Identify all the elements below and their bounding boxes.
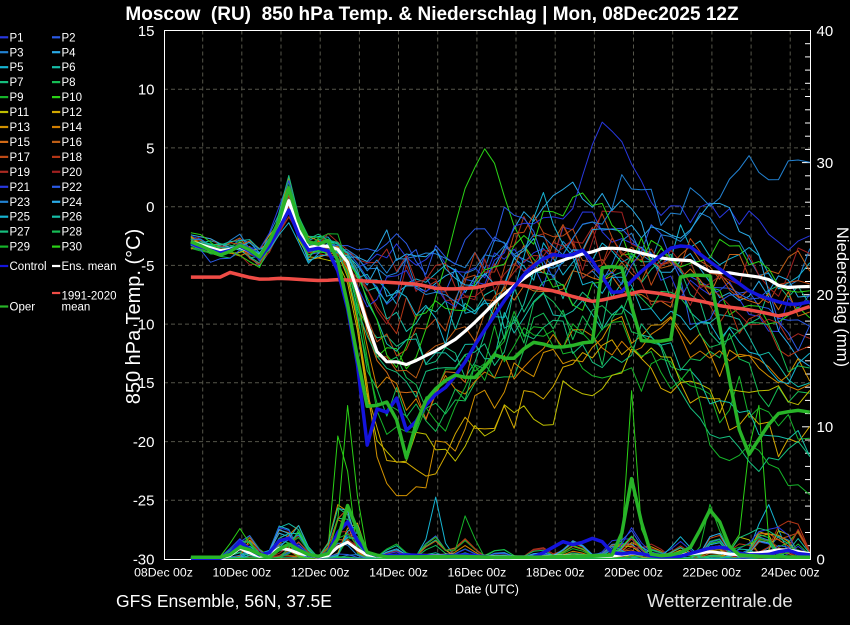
svg-text:P3: P3 [10, 47, 24, 59]
svg-text:P25: P25 [10, 212, 30, 224]
svg-text:08Dec 00z: 08Dec 00z [134, 566, 193, 580]
svg-text:Niederschlag (mm): Niederschlag (mm) [833, 227, 850, 367]
svg-text:-10: -10 [133, 317, 155, 334]
svg-text:P19: P19 [10, 167, 30, 179]
svg-text:Wetterzentrale.de: Wetterzentrale.de [647, 590, 793, 611]
svg-text:Ens. mean: Ens. mean [62, 261, 117, 273]
svg-text:P1: P1 [10, 32, 24, 44]
svg-text:P17: P17 [10, 152, 30, 164]
svg-text:P29: P29 [10, 242, 30, 254]
svg-text:10: 10 [817, 419, 834, 436]
svg-text:5: 5 [146, 140, 154, 157]
svg-text:P27: P27 [10, 227, 30, 239]
svg-text:P11: P11 [10, 107, 30, 119]
svg-text:P12: P12 [62, 107, 82, 119]
svg-text:20: 20 [817, 287, 834, 304]
svg-text:P2: P2 [62, 32, 76, 44]
svg-text:P18: P18 [62, 152, 82, 164]
svg-text:P14: P14 [62, 122, 83, 134]
svg-text:GFS Ensemble, 56N, 37.5E: GFS Ensemble, 56N, 37.5E [116, 591, 332, 611]
svg-text:10Dec 00z: 10Dec 00z [212, 566, 271, 580]
svg-text:10: 10 [138, 82, 155, 99]
svg-text:P28: P28 [62, 227, 82, 239]
svg-text:Date (UTC): Date (UTC) [455, 583, 519, 597]
svg-text:P20: P20 [62, 167, 82, 179]
svg-text:P26: P26 [62, 212, 82, 224]
svg-text:-25: -25 [133, 493, 155, 510]
svg-text:0: 0 [146, 199, 154, 216]
svg-text:Control: Control [10, 261, 47, 273]
svg-text:P9: P9 [10, 92, 24, 104]
svg-text:P5: P5 [10, 62, 24, 74]
svg-text:P23: P23 [10, 197, 30, 209]
svg-text:-20: -20 [133, 434, 155, 451]
svg-text:40: 40 [817, 23, 834, 40]
svg-text:P15: P15 [10, 137, 30, 149]
svg-text:22Dec 00z: 22Dec 00z [682, 566, 741, 580]
svg-text:-15: -15 [133, 375, 155, 392]
svg-text:-5: -5 [141, 258, 154, 275]
svg-text:-30: -30 [133, 551, 155, 568]
svg-text:P13: P13 [10, 122, 30, 134]
svg-text:30: 30 [817, 155, 834, 172]
svg-text:12Dec 00z: 12Dec 00z [291, 566, 350, 580]
svg-text:P16: P16 [62, 137, 82, 149]
svg-text:850 hPa Temp. (°C): 850 hPa Temp. (°C) [123, 229, 145, 405]
svg-text:20Dec 00z: 20Dec 00z [604, 566, 663, 580]
svg-text:18Dec 00z: 18Dec 00z [526, 566, 585, 580]
svg-text:0: 0 [817, 551, 825, 568]
svg-text:Oper: Oper [10, 302, 36, 314]
svg-text:P21: P21 [10, 182, 30, 194]
svg-text:16Dec 00z: 16Dec 00z [447, 566, 506, 580]
svg-text:P6: P6 [62, 62, 76, 74]
svg-text:P4: P4 [62, 47, 77, 59]
svg-text:15: 15 [138, 23, 155, 40]
svg-text:P8: P8 [62, 77, 76, 89]
svg-text:1991-2020: 1991-2020 [62, 291, 117, 303]
svg-text:P10: P10 [62, 92, 82, 104]
svg-text:14Dec 00z: 14Dec 00z [369, 566, 428, 580]
svg-text:mean: mean [62, 302, 91, 314]
svg-text:P24: P24 [62, 197, 83, 209]
svg-text:Moscow (RU) 850 hPa Temp. &: Moscow (RU) 850 hPa Temp. & Niederschlag… [125, 4, 739, 25]
svg-text:P30: P30 [62, 242, 82, 254]
svg-text:P22: P22 [62, 182, 82, 194]
svg-text:24Dec 00z: 24Dec 00z [761, 566, 820, 580]
svg-text:P7: P7 [10, 77, 24, 89]
